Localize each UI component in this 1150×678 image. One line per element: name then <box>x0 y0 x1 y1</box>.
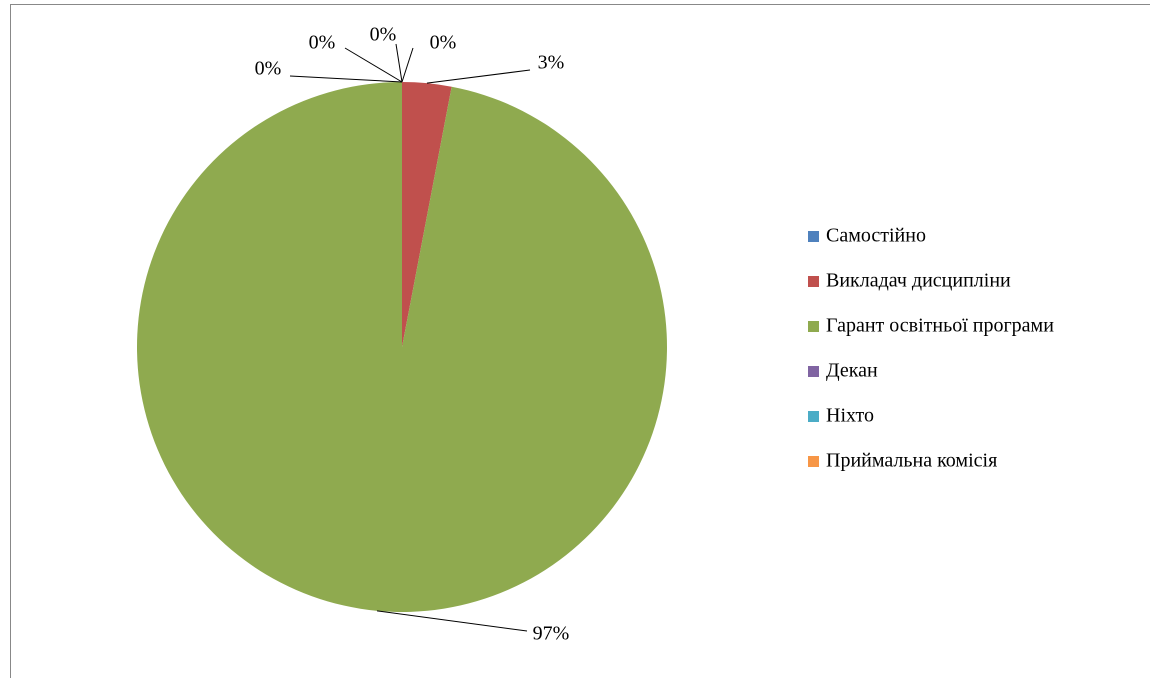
pie-slice <box>137 82 667 612</box>
data-label: 0% <box>430 32 457 54</box>
data-label: 0% <box>255 58 282 80</box>
legend-swatch <box>808 411 819 422</box>
data-label: 3% <box>538 52 565 74</box>
legend-swatch <box>808 366 819 377</box>
legend-swatch <box>808 231 819 242</box>
legend-swatch <box>808 456 819 467</box>
data-label: 0% <box>370 24 397 46</box>
leader-line <box>289 75 403 83</box>
leader-line <box>376 610 528 632</box>
pie-slice <box>402 82 452 347</box>
legend-label: Гарант освітньої програми <box>826 315 1054 337</box>
data-label: 0% <box>309 32 336 54</box>
legend-swatch <box>808 276 819 287</box>
legend-label: Приймальна комісія <box>826 450 997 472</box>
legend-label: Самостійно <box>826 225 926 247</box>
leader-line <box>401 47 414 83</box>
legend-label: Викладач дисципліни <box>826 270 1011 292</box>
leader-line <box>395 43 403 83</box>
legend-label: Ніхто <box>826 405 874 427</box>
data-label: 97% <box>533 623 570 645</box>
legend-label: Декан <box>826 360 878 382</box>
legend-swatch <box>808 321 819 332</box>
leader-line <box>344 47 403 83</box>
leader-line <box>426 69 531 84</box>
